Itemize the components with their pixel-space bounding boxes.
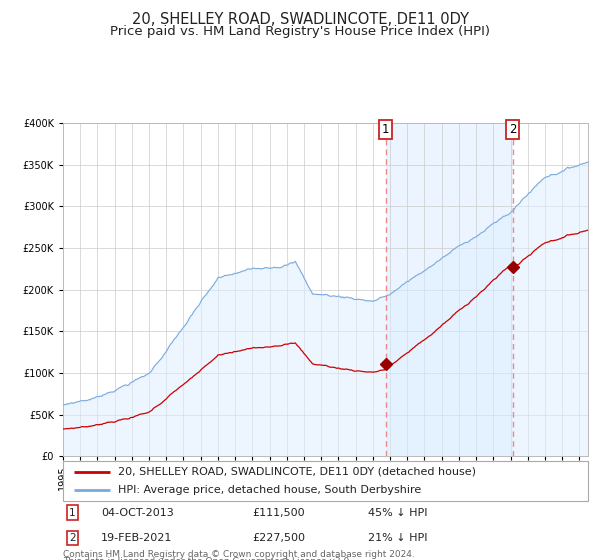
Text: £111,500: £111,500	[252, 508, 305, 518]
Text: £227,500: £227,500	[252, 533, 305, 543]
Bar	[386, 123, 512, 456]
Text: 45% ↓ HPI: 45% ↓ HPI	[367, 508, 427, 518]
Text: 2: 2	[509, 123, 517, 136]
Text: Contains HM Land Registry data © Crown copyright and database right 2024.: Contains HM Land Registry data © Crown c…	[63, 550, 415, 559]
Text: This data is licensed under the Open Government Licence v3.0.: This data is licensed under the Open Gov…	[63, 557, 352, 560]
Text: HPI: Average price, detached house, South Derbyshire: HPI: Average price, detached house, Sout…	[118, 486, 421, 495]
Text: 19-FEB-2021: 19-FEB-2021	[101, 533, 172, 543]
Text: 1: 1	[382, 123, 389, 136]
Text: 21% ↓ HPI: 21% ↓ HPI	[367, 533, 427, 543]
Text: 1: 1	[70, 508, 76, 518]
Text: Price paid vs. HM Land Registry's House Price Index (HPI): Price paid vs. HM Land Registry's House …	[110, 25, 490, 38]
Text: 04-OCT-2013: 04-OCT-2013	[101, 508, 173, 518]
Text: 20, SHELLEY ROAD, SWADLINCOTE, DE11 0DY (detached house): 20, SHELLEY ROAD, SWADLINCOTE, DE11 0DY …	[118, 467, 476, 477]
FancyBboxPatch shape	[63, 461, 588, 501]
Text: 20, SHELLEY ROAD, SWADLINCOTE, DE11 0DY: 20, SHELLEY ROAD, SWADLINCOTE, DE11 0DY	[131, 12, 469, 27]
Text: 2: 2	[70, 533, 76, 543]
